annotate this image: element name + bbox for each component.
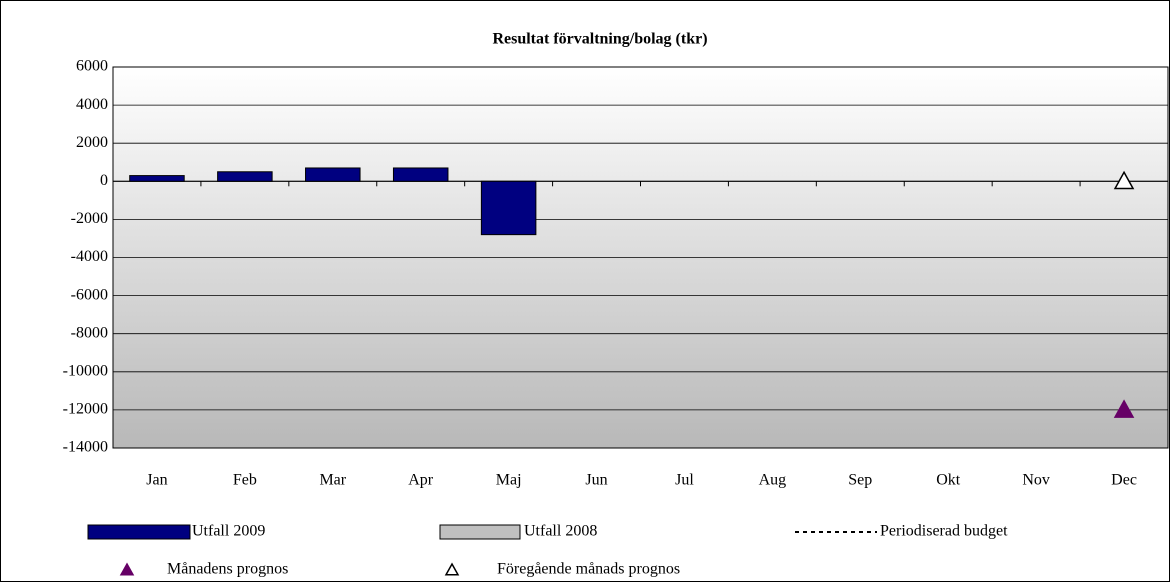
x-tick-label: Jun — [585, 472, 607, 489]
x-tick-label: Apr — [408, 472, 434, 489]
y-tick-label: 2000 — [76, 134, 108, 151]
prognos-marker — [1113, 399, 1135, 418]
bar — [305, 167, 361, 182]
bar — [129, 175, 185, 182]
y-tick-label: -14000 — [63, 439, 108, 456]
legend-label: Föregående månads prognos — [497, 561, 680, 578]
x-tick-label: Nov — [1022, 472, 1050, 489]
legend-swatch — [119, 562, 135, 576]
legend-label: Utfall 2008 — [524, 523, 597, 540]
bar — [480, 180, 537, 236]
legend-swatch — [439, 524, 521, 540]
y-tick-label: -6000 — [71, 286, 108, 303]
y-tick-label: -12000 — [63, 401, 108, 418]
y-tick-label: -2000 — [71, 210, 108, 227]
legend-swatch — [87, 524, 191, 540]
x-tick-label: Maj — [496, 472, 522, 489]
bar — [392, 167, 449, 182]
y-tick-label: -8000 — [71, 324, 108, 341]
x-tick-label: Jul — [675, 472, 694, 489]
x-tick-label: Feb — [233, 472, 257, 489]
legend-label: Periodiserad budget — [880, 523, 1008, 540]
y-tick-label: 0 — [100, 172, 108, 189]
x-tick-label: Okt — [936, 472, 961, 489]
x-tick-label: Aug — [759, 472, 787, 489]
chart-title: Resultat förvaltning/bolag (tkr) — [492, 31, 707, 48]
y-tick-label: -10000 — [63, 362, 108, 379]
legend-label: Utfall 2009 — [192, 523, 265, 540]
x-tick-label: Jan — [146, 472, 167, 489]
x-tick-label: Sep — [848, 472, 872, 489]
y-tick-label: 6000 — [76, 58, 108, 75]
bar — [217, 171, 273, 182]
prognos-marker — [1113, 170, 1135, 190]
legend-swatch — [444, 562, 460, 576]
x-tick-label: Dec — [1111, 472, 1137, 489]
legend-label: Månadens prognos — [167, 561, 288, 578]
y-tick-label: -4000 — [71, 248, 108, 265]
x-tick-label: Mar — [319, 472, 346, 489]
y-tick-label: 4000 — [76, 96, 108, 113]
